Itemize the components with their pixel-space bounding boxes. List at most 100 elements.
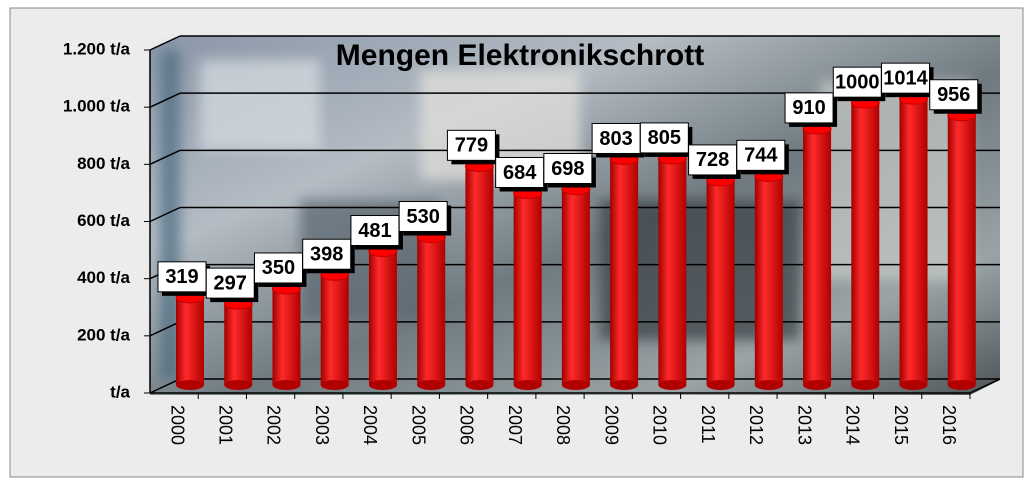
bar <box>465 166 494 385</box>
y-tick-label: t/a <box>110 382 130 401</box>
bar-base <box>947 380 976 390</box>
value-label-box <box>398 201 448 233</box>
y-tick-label: 400 t/a <box>77 268 130 287</box>
value-label-box <box>205 267 255 299</box>
x-axis-depth <box>969 378 1001 394</box>
value-label: 319 <box>165 266 198 288</box>
x-tick-label: 2004 <box>360 405 380 445</box>
bar <box>947 115 976 385</box>
bar-base <box>610 380 639 390</box>
x-tick-label: 2003 <box>312 405 332 445</box>
bar <box>224 304 253 385</box>
bar <box>417 237 446 385</box>
value-label-box <box>446 129 496 161</box>
value-label: 481 <box>358 220 391 242</box>
bar <box>320 275 349 385</box>
x-tick-label: 2001 <box>215 405 235 445</box>
bar <box>658 158 687 385</box>
value-label-box <box>302 238 352 270</box>
bar <box>803 128 832 385</box>
x-tick-label: 2005 <box>408 405 428 445</box>
bar-base <box>465 380 494 390</box>
grid-line <box>149 35 181 51</box>
value-label: 910 <box>792 97 825 119</box>
value-label-box <box>495 156 545 188</box>
value-label: 684 <box>503 162 537 184</box>
bar-base <box>658 380 687 390</box>
value-label: 398 <box>310 244 343 266</box>
x-tick-label: 2000 <box>167 405 187 445</box>
y-tick-label: 1.000 t/a <box>63 97 131 116</box>
y-tick-label: 1.200 t/a <box>63 39 131 58</box>
bar <box>272 288 301 385</box>
y-tick-label: 600 t/a <box>77 211 130 230</box>
bar <box>176 297 204 385</box>
bar <box>899 99 928 385</box>
bar-base <box>368 380 397 390</box>
value-label: 805 <box>648 127 681 149</box>
value-label: 744 <box>744 145 778 167</box>
value-label-box <box>639 122 689 154</box>
bar-base <box>706 380 735 390</box>
value-label: 297 <box>214 272 247 294</box>
x-tick-label: 2010 <box>650 405 670 445</box>
value-label-box <box>591 122 641 154</box>
bar-base <box>803 380 832 390</box>
bar-base <box>320 380 349 390</box>
x-tick-label: 2008 <box>553 405 573 445</box>
value-label-box <box>881 62 931 94</box>
x-tick-label: 2002 <box>264 405 284 445</box>
bar-base <box>513 380 542 390</box>
x-tick-label: 2015 <box>891 405 911 445</box>
value-label: 803 <box>599 128 632 150</box>
value-label-box <box>253 252 303 284</box>
value-label-box <box>688 144 738 176</box>
bar <box>706 180 735 385</box>
value-label: 698 <box>551 158 584 180</box>
x-tick-label: 2014 <box>843 405 863 445</box>
value-label: 530 <box>406 206 439 228</box>
bar <box>368 251 397 385</box>
bar-base <box>754 380 783 390</box>
bar <box>561 189 590 385</box>
value-label: 1014 <box>883 67 928 89</box>
x-tick-label: 2011 <box>698 405 718 444</box>
y-tick-label: 800 t/a <box>77 154 130 173</box>
x-tick-label: 2012 <box>746 405 766 445</box>
value-label-box <box>157 261 207 293</box>
bar <box>754 176 783 385</box>
value-label-box <box>350 215 400 247</box>
x-tick-label: 2013 <box>794 405 814 445</box>
bar-base <box>272 380 301 390</box>
x-tick-label: 2009 <box>601 405 621 445</box>
bar <box>610 159 639 385</box>
value-label: 728 <box>696 149 729 171</box>
grid-line <box>149 321 181 337</box>
bar-base <box>561 380 590 390</box>
value-label-box <box>832 66 882 98</box>
bar-base <box>899 380 928 390</box>
value-label: 956 <box>937 84 970 106</box>
y-tick-label: 200 t/a <box>77 325 130 344</box>
value-label-box <box>736 139 786 171</box>
bar <box>513 193 542 385</box>
bar-base <box>851 380 880 390</box>
value-label: 779 <box>455 135 488 157</box>
grid-line <box>149 378 181 394</box>
chart-title: Mengen Elektronikschrott <box>336 39 704 72</box>
x-tick-label: 2016 <box>939 405 959 445</box>
grid-line <box>149 206 181 223</box>
value-label: 350 <box>262 257 295 279</box>
x-tick-label: 2007 <box>505 405 525 445</box>
bar-base <box>417 380 446 390</box>
bar <box>851 103 880 386</box>
bar-base <box>224 380 253 390</box>
x-tick-label: 2006 <box>457 405 477 445</box>
value-label-box <box>929 79 979 111</box>
grid-line <box>149 149 181 166</box>
value-label-box <box>784 92 834 124</box>
value-label: 1000 <box>835 71 880 93</box>
grid-line <box>149 92 181 108</box>
bar-base <box>176 380 204 390</box>
